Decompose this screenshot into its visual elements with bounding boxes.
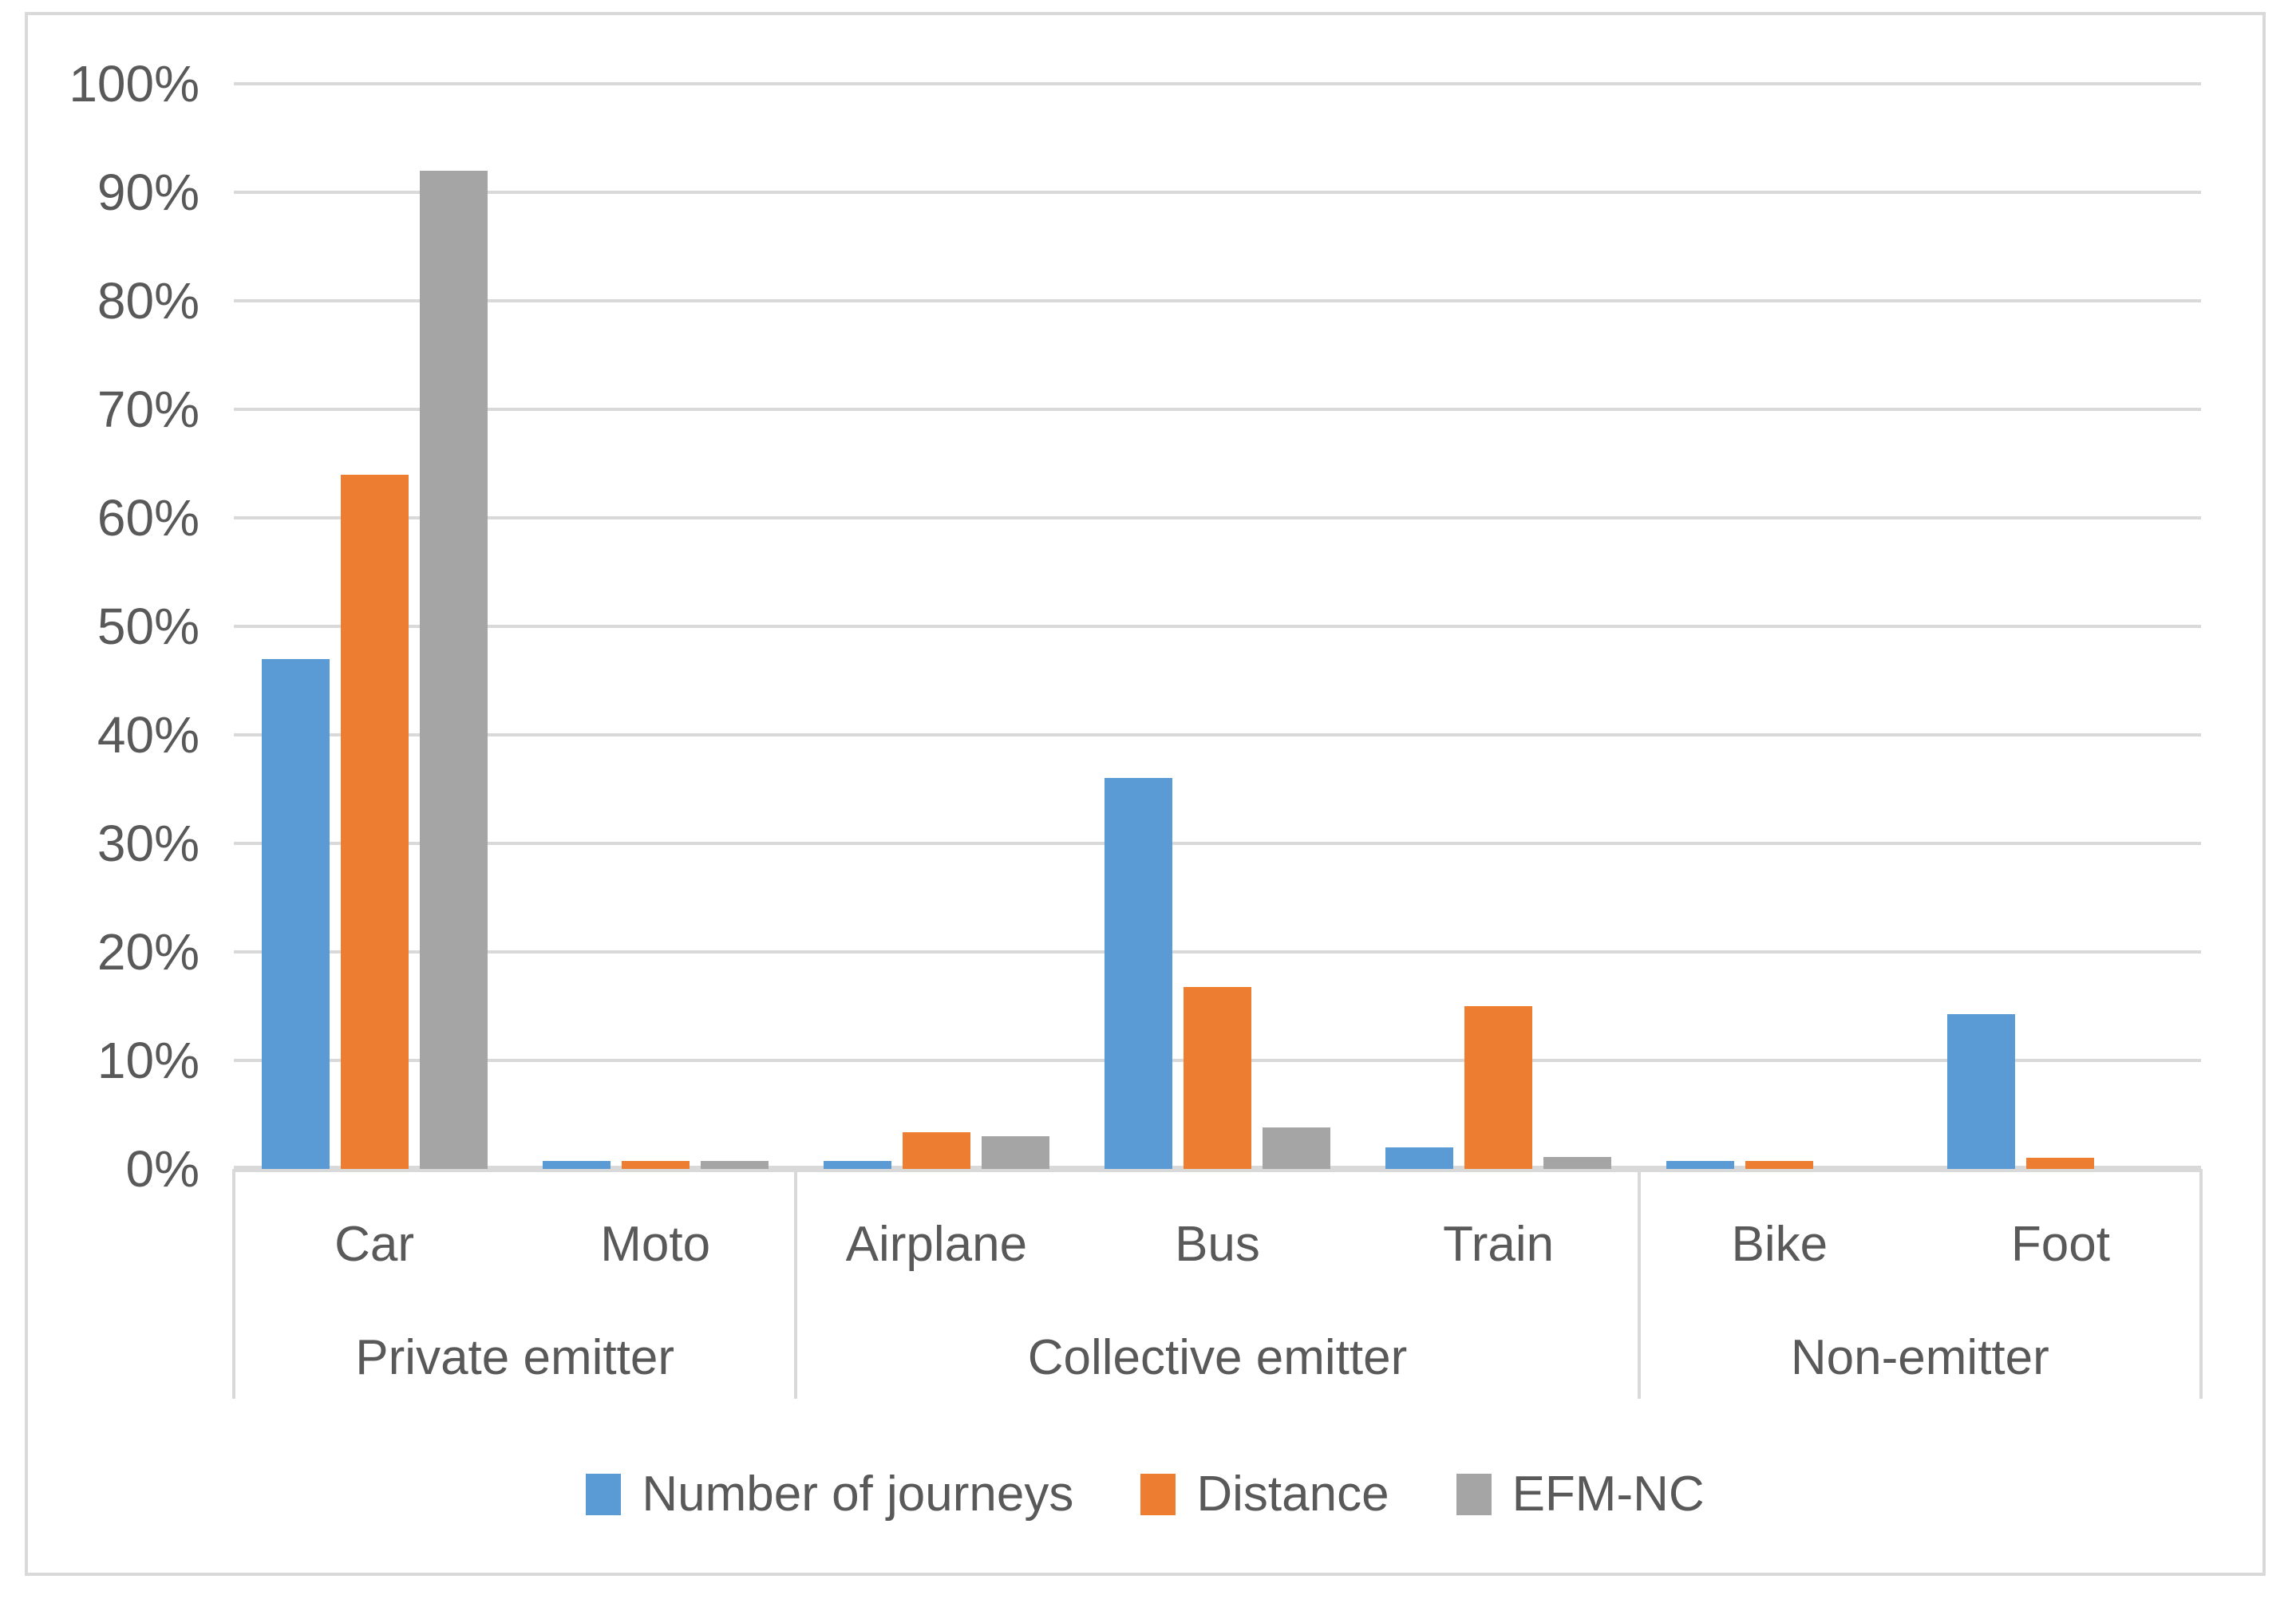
category-label-train: Train xyxy=(1443,1217,1555,1272)
bar-airplane-number-of-journeys xyxy=(823,1161,891,1169)
legend-item-efm-nc: EFM-NC xyxy=(1456,1467,1705,1522)
gridline-80 xyxy=(234,299,2201,302)
plot-area xyxy=(234,82,2201,1172)
bar-bus-efm-nc xyxy=(1263,1127,1330,1169)
bar-bus-distance xyxy=(1184,986,1251,1169)
bar-bus-number-of-journeys xyxy=(1105,778,1172,1169)
group-label-non-emitter: Non-emitter xyxy=(1790,1330,2049,1385)
category-label-car: Car xyxy=(334,1217,415,1272)
bar-car-distance xyxy=(340,474,409,1169)
bar-bike-distance xyxy=(1745,1161,1814,1169)
y-tick-label-80: 80% xyxy=(97,272,200,330)
legend-item-distance: Distance xyxy=(1140,1467,1389,1522)
category-divider-0 xyxy=(232,1169,235,1399)
category-label-foot: Foot xyxy=(2010,1217,2110,1272)
legend-label-efm-nc: EFM-NC xyxy=(1512,1467,1705,1522)
gridline-40 xyxy=(234,733,2201,736)
legend: Number of journeys Distance EFM-NC xyxy=(25,1467,2266,1522)
y-tick-label-50: 50% xyxy=(97,598,200,655)
category-divider-2 xyxy=(1637,1169,1641,1399)
bar-train-efm-nc xyxy=(1543,1157,1612,1169)
y-tick-label-0: 0% xyxy=(125,1140,200,1198)
bar-moto-efm-nc xyxy=(700,1161,769,1169)
x-axis-line xyxy=(234,1166,2201,1172)
bar-airplane-efm-nc xyxy=(981,1136,1049,1169)
gridline-50 xyxy=(234,625,2201,628)
y-tick-label-70: 70% xyxy=(97,381,200,438)
legend-item-number-of-journeys: Number of journeys xyxy=(586,1467,1073,1522)
bar-car-efm-nc xyxy=(419,170,488,1169)
y-tick-label-10: 10% xyxy=(97,1032,200,1089)
bar-train-number-of-journeys xyxy=(1385,1147,1454,1169)
y-tick-label-90: 90% xyxy=(97,164,200,221)
legend-swatch-efm-nc xyxy=(1456,1474,1492,1515)
gridline-20 xyxy=(234,950,2201,954)
y-tick-label-40: 40% xyxy=(97,706,200,764)
category-divider-1 xyxy=(794,1169,798,1399)
legend-swatch-distance xyxy=(1140,1474,1176,1515)
bar-car-number-of-journeys xyxy=(261,658,330,1169)
legend-swatch-number-of-journeys xyxy=(586,1474,622,1515)
gridline-100 xyxy=(234,82,2201,85)
y-tick-label-60: 60% xyxy=(97,489,200,547)
category-label-bus: Bus xyxy=(1175,1217,1260,1272)
y-tick-label-30: 30% xyxy=(97,815,200,872)
gridline-70 xyxy=(234,408,2201,411)
bar-foot-distance xyxy=(2026,1158,2095,1169)
gridline-60 xyxy=(234,516,2201,519)
y-tick-label-100: 100% xyxy=(69,55,200,113)
category-label-airplane: Airplane xyxy=(845,1217,1028,1272)
y-tick-label-20: 20% xyxy=(97,923,200,981)
legend-label-distance: Distance xyxy=(1196,1467,1389,1522)
bar-airplane-distance xyxy=(902,1131,970,1169)
bar-moto-number-of-journeys xyxy=(542,1161,611,1169)
category-label-bike: Bike xyxy=(1731,1217,1828,1272)
category-label-moto: Moto xyxy=(600,1217,711,1272)
gridline-90 xyxy=(234,191,2201,194)
bar-moto-distance xyxy=(621,1161,690,1169)
bar-foot-number-of-journeys xyxy=(1947,1013,2016,1169)
group-label-private-emitter: Private emitter xyxy=(355,1330,674,1385)
group-label-collective-emitter: Collective emitter xyxy=(1027,1330,1408,1385)
category-divider-3 xyxy=(2199,1169,2203,1399)
bar-bike-number-of-journeys xyxy=(1666,1161,1735,1169)
gridline-30 xyxy=(234,842,2201,845)
legend-label-number-of-journeys: Number of journeys xyxy=(642,1467,1074,1522)
bar-train-distance xyxy=(1464,1006,1533,1169)
